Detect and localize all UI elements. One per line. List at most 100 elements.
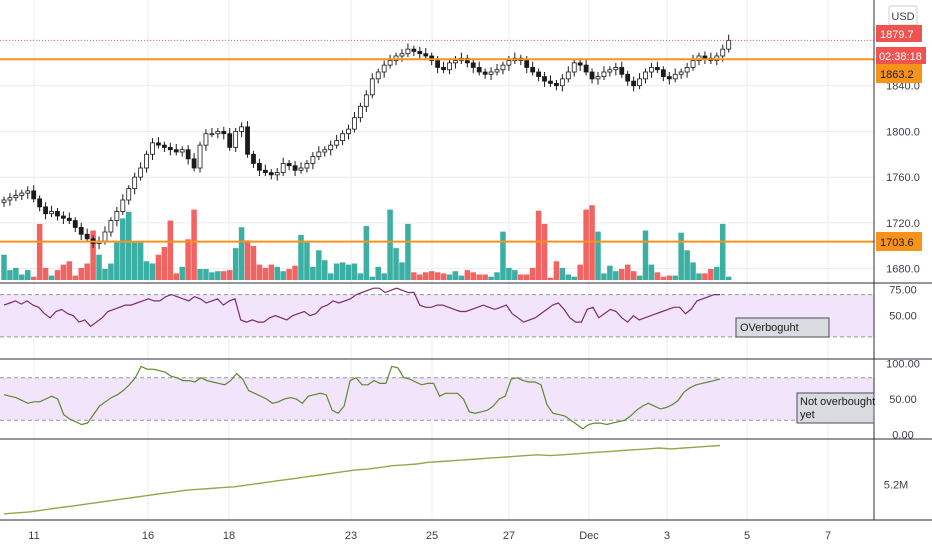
volume-bar — [476, 274, 482, 280]
candle-body — [316, 151, 322, 157]
volume-bar — [238, 227, 245, 280]
candle-body — [595, 76, 601, 80]
candle-body — [726, 39, 732, 50]
stoch-note-line-1: Not overbought — [800, 396, 875, 408]
candle-body — [447, 62, 452, 71]
volume-bar — [452, 271, 459, 280]
volume-bar — [547, 277, 554, 280]
volume-bar — [660, 276, 667, 280]
candle-body — [262, 169, 268, 173]
volume-bar — [702, 273, 708, 280]
candle-body — [417, 51, 423, 55]
y-tick-label: 1720.0 — [886, 218, 920, 230]
candle-body — [72, 220, 78, 228]
stoch-rsi-pane: 0.00 50.00 100.00 — [0, 359, 920, 441]
indicator-tick-label: 50.00 — [889, 394, 917, 406]
candle-body — [643, 71, 648, 80]
indicator-tick-label: 75.00 — [889, 284, 917, 296]
candle-body — [678, 71, 684, 75]
volume-bar — [137, 242, 144, 280]
candle-body — [666, 76, 672, 80]
volume-bar — [506, 267, 512, 280]
volume-bar — [7, 270, 13, 280]
candle-body — [257, 163, 262, 171]
indicator-tick-label: 100.00 — [886, 359, 920, 371]
volume-bar — [678, 232, 684, 280]
volume-bar — [518, 274, 524, 280]
candle-body — [268, 172, 274, 176]
candle-body — [411, 48, 417, 52]
candle-body — [55, 211, 60, 217]
candle-body — [702, 55, 708, 59]
candle-body — [197, 144, 203, 169]
candle-body — [423, 53, 429, 57]
candle-body — [13, 195, 19, 199]
rsi-note[interactable]: OVerboguht — [735, 317, 830, 338]
volume-bar — [434, 272, 441, 280]
volume-bar — [541, 223, 548, 280]
volume-bar — [197, 269, 203, 280]
x-tick-label: 23 — [345, 530, 357, 542]
candle-body — [352, 117, 357, 130]
candle-body — [280, 163, 286, 173]
candle-body — [488, 71, 494, 75]
price-axis[interactable]: 1680.0 1720.0 1760.0 1800.0 1840.0 — [886, 81, 920, 276]
volume-bar — [185, 239, 191, 280]
candle-body — [530, 67, 536, 73]
candle-body — [310, 156, 316, 164]
volume-bar — [446, 274, 453, 280]
volume-bar — [280, 271, 286, 280]
volume-bar — [613, 271, 619, 280]
candle-body — [381, 64, 387, 73]
candle-body — [144, 153, 149, 169]
candle-body — [179, 149, 185, 153]
volume-bar — [577, 264, 583, 280]
x-tick-label: Dec — [579, 530, 599, 542]
candle-body — [601, 71, 607, 77]
volume-bar — [529, 267, 536, 280]
volume-bar — [42, 267, 49, 280]
horizontal-levels[interactable] — [0, 39, 874, 243]
candle-body — [328, 144, 334, 151]
candle-body — [25, 190, 31, 194]
candle-body — [660, 69, 666, 77]
volume-bar — [672, 275, 678, 280]
candle-body — [78, 227, 84, 235]
price-candles — [1, 34, 732, 250]
candle-body — [43, 206, 48, 215]
volume-bar — [654, 272, 661, 280]
volume-bar — [19, 274, 25, 280]
currency-label: USD — [891, 11, 914, 23]
lower-line-tag: 1703.6 — [876, 232, 922, 251]
chart-canvas[interactable] — [0, 0, 874, 520]
stoch-note[interactable]: Not overbought yet — [796, 392, 875, 424]
candle-body — [37, 198, 43, 208]
time-axis[interactable]: 11 16 18 23 25 27 Dec 3 5 7 — [28, 530, 831, 542]
volume-bar — [114, 242, 120, 280]
volume-bar — [215, 271, 221, 280]
candle-body — [221, 131, 227, 135]
volume-bar — [571, 276, 577, 280]
volume-bar — [696, 273, 702, 280]
candle-body — [49, 211, 54, 215]
volume-bar — [684, 250, 690, 280]
candle-body — [524, 60, 530, 68]
last-price-tag: 1879.7 — [876, 25, 922, 42]
candle-body — [173, 149, 179, 153]
volume-bar — [78, 267, 84, 280]
volume-bar — [488, 276, 494, 280]
volume-bar — [494, 272, 500, 280]
volume-bar — [369, 276, 376, 280]
volume-bar — [333, 263, 340, 280]
candle-body — [274, 172, 280, 176]
candle-body — [357, 105, 363, 119]
candle-body — [363, 94, 369, 107]
candle-body — [150, 142, 155, 155]
candle-body — [672, 73, 678, 80]
volume-bar — [221, 271, 227, 280]
volume-bar — [553, 261, 560, 280]
volume-bar — [268, 264, 275, 280]
volume-bar — [54, 270, 61, 280]
candle-body — [61, 215, 66, 219]
